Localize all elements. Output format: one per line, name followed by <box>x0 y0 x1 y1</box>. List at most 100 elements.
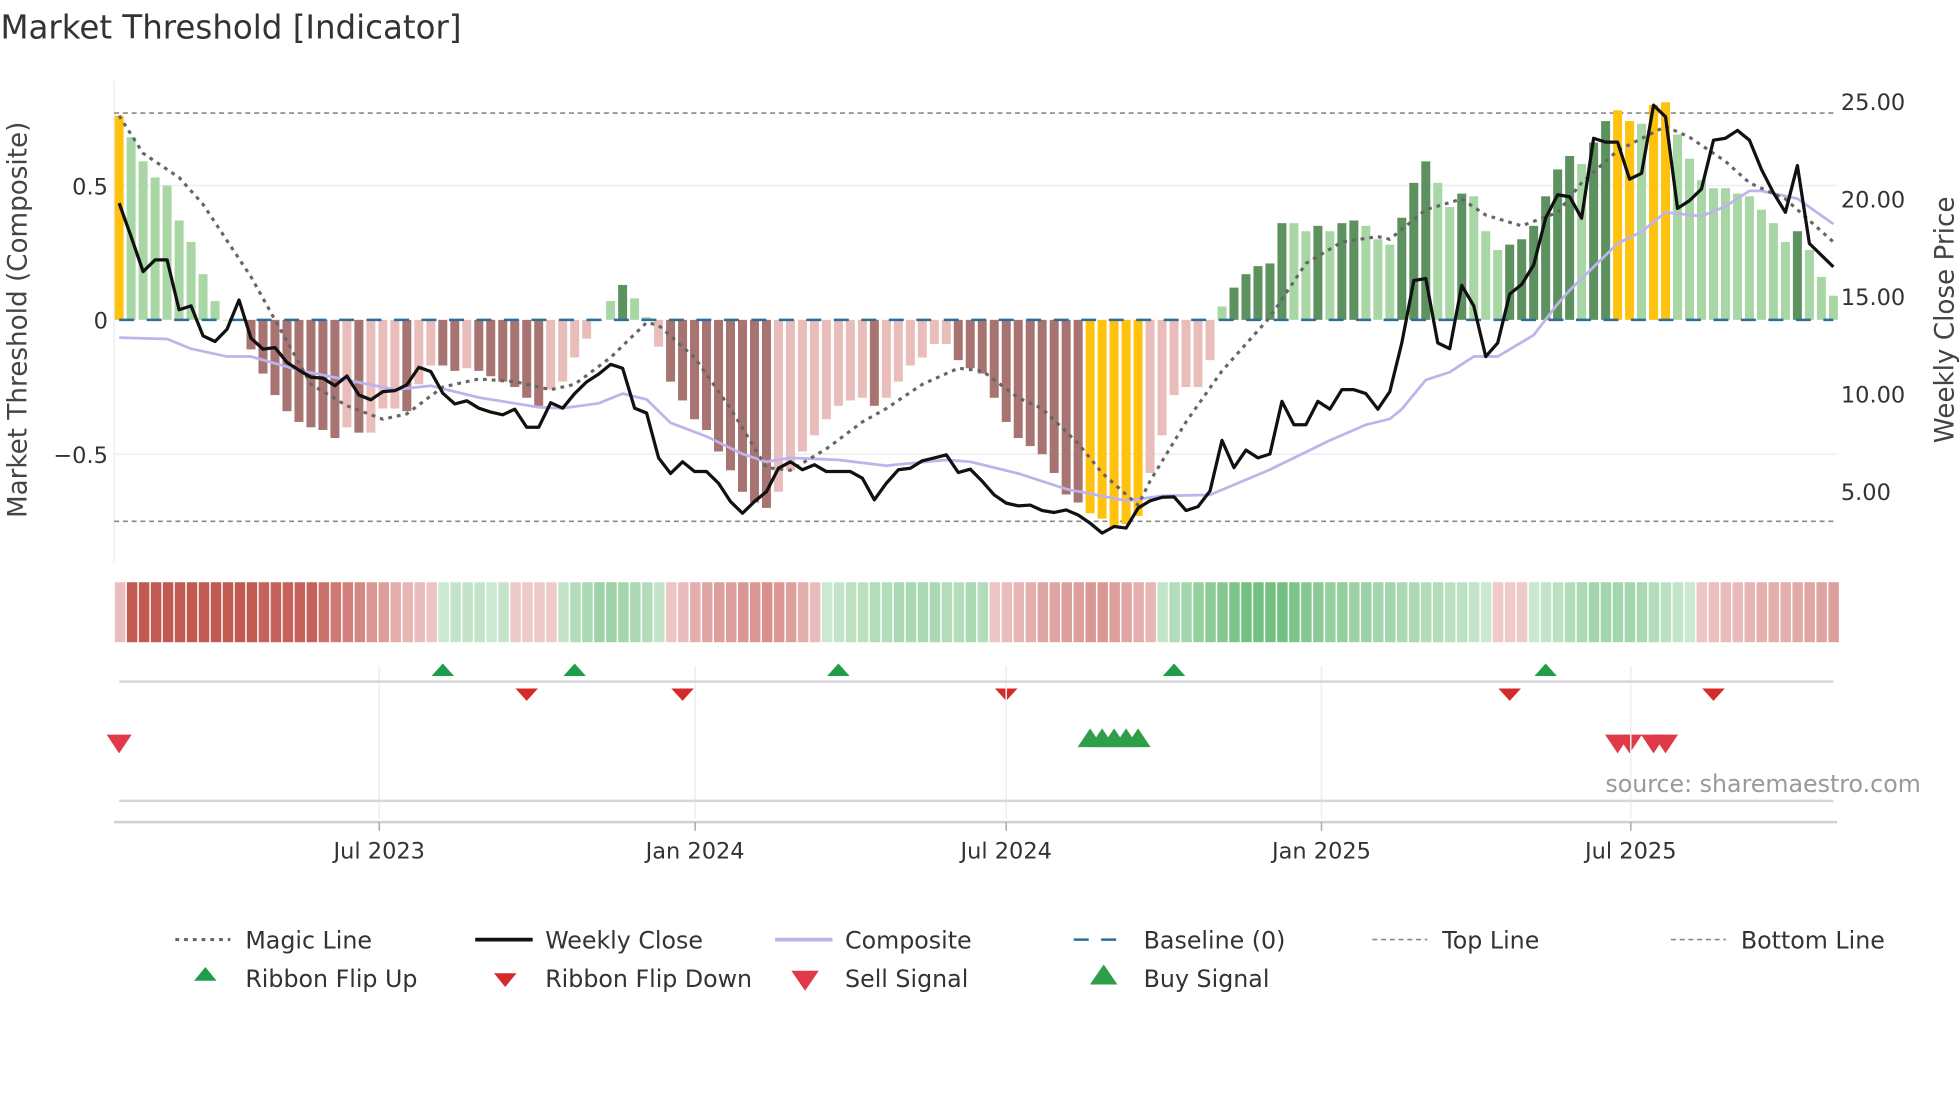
composite-bar <box>1577 164 1587 320</box>
ribbon-cell <box>1432 582 1444 643</box>
ribbon-flip-up-marker <box>431 663 455 676</box>
composite-bar <box>1229 287 1239 320</box>
ribbon-cell <box>1540 582 1552 643</box>
legend-item: Buy Signal <box>1089 964 1269 993</box>
composite-bar <box>1780 241 1790 320</box>
composite-bar <box>1049 319 1059 473</box>
composite-bar <box>1397 217 1407 320</box>
ribbon-cell <box>989 582 1001 643</box>
ribbon-cell <box>1804 582 1815 643</box>
ribbon-cell <box>1097 582 1108 643</box>
composite-bar <box>1001 319 1011 422</box>
composite-bar <box>1109 319 1119 527</box>
legend-label: Sell Signal <box>845 965 968 993</box>
ribbon-cell <box>1456 582 1468 643</box>
ribbon-cell <box>426 582 437 643</box>
composite-bar <box>821 319 831 420</box>
ribbon-cell <box>1480 582 1492 643</box>
composite-bar <box>342 319 352 428</box>
ribbon-cell <box>546 582 557 643</box>
composite-bar <box>1553 169 1563 320</box>
ribbon-cell <box>1600 582 1612 643</box>
composite-bar <box>1565 155 1575 320</box>
composite-bar <box>666 319 676 382</box>
y-tick-label: 0 <box>94 309 108 335</box>
y-axis-label-right: Weekly Close Price <box>1930 197 1960 444</box>
ribbon-cell <box>438 582 449 643</box>
composite-bar <box>1025 319 1035 447</box>
composite-bar <box>390 319 400 409</box>
ribbon-cell <box>1241 582 1252 643</box>
composite-bar <box>1625 121 1635 320</box>
ribbon-cell <box>965 582 977 643</box>
composite-bar <box>510 319 520 388</box>
ribbon-cell <box>462 582 473 643</box>
composite-bar <box>1744 196 1754 320</box>
legend-sell-icon <box>791 970 819 991</box>
source-credit: source: sharemaestro.com <box>1605 770 1920 798</box>
composite-bar <box>150 177 160 320</box>
legend-label: Bottom Line <box>1741 926 1885 954</box>
ribbon-cell <box>1720 582 1732 643</box>
composite-bar <box>198 274 208 320</box>
legend-label: Baseline (0) <box>1144 926 1286 954</box>
composite-bar <box>402 319 412 412</box>
legend-item: Weekly Close <box>475 926 703 954</box>
composite-bar <box>1493 250 1503 320</box>
ribbon-cell <box>1636 582 1648 643</box>
ribbon-cell <box>1253 582 1264 643</box>
composite-bar <box>270 319 280 396</box>
composite-bar <box>1349 220 1359 320</box>
legend-item: Composite <box>775 926 972 954</box>
ribbon-cell <box>1660 582 1672 643</box>
ribbon-cell <box>1708 582 1720 643</box>
ribbon-cell <box>1624 582 1636 643</box>
composite-bar <box>438 319 448 366</box>
composite-bar <box>162 185 172 320</box>
composite-bar <box>737 319 747 492</box>
composite-bar <box>1385 244 1395 320</box>
composite-bar <box>1708 188 1718 320</box>
composite-bar <box>1169 319 1179 396</box>
composite-bar <box>1013 319 1023 439</box>
ribbon-cell <box>869 582 881 643</box>
ribbon-cell <box>1492 582 1504 643</box>
legend-item: Ribbon Flip Up <box>194 965 417 993</box>
composite-bar <box>893 319 903 382</box>
composite-bar <box>366 319 376 433</box>
ribbon-flip-up-marker <box>827 663 850 676</box>
composite-bar <box>474 319 484 371</box>
ribbon-cell <box>1468 582 1480 643</box>
ribbon-cell <box>126 582 138 643</box>
ribbon-cell <box>150 582 162 643</box>
composite-bar <box>773 319 783 492</box>
ribbon-cell <box>114 582 126 643</box>
composite-bar <box>1181 319 1191 388</box>
ribbon-cell <box>1229 582 1240 643</box>
ribbon-cell <box>785 582 797 643</box>
ribbon-cell <box>1109 582 1120 643</box>
composite-bar <box>258 319 268 374</box>
ribbon-cell <box>198 582 210 643</box>
composite-bar <box>965 319 975 369</box>
composite-bar <box>426 319 436 366</box>
composite-bar <box>1720 188 1730 320</box>
ribbon-cell <box>1420 582 1432 643</box>
composite-bar <box>678 319 688 401</box>
legend-label: Ribbon Flip Down <box>545 965 752 993</box>
composite-bar <box>1133 319 1143 516</box>
composite-bar <box>1085 319 1095 514</box>
ribbon-cell <box>270 582 282 643</box>
composite-bar <box>1061 319 1071 495</box>
ribbon-cell <box>761 582 773 643</box>
legend-buy-icon <box>1089 964 1118 985</box>
composite-bar <box>845 319 855 401</box>
composite-bar <box>1469 196 1479 320</box>
ribbon-cell <box>1085 582 1096 643</box>
y-right-tick-label: 25.00 <box>1841 90 1905 116</box>
legend-flip-down-icon <box>493 973 517 988</box>
ribbon-cell <box>725 582 737 643</box>
ribbon-flip-up-marker <box>563 663 586 676</box>
ribbon-cell <box>917 582 929 643</box>
composite-bar <box>642 317 652 320</box>
